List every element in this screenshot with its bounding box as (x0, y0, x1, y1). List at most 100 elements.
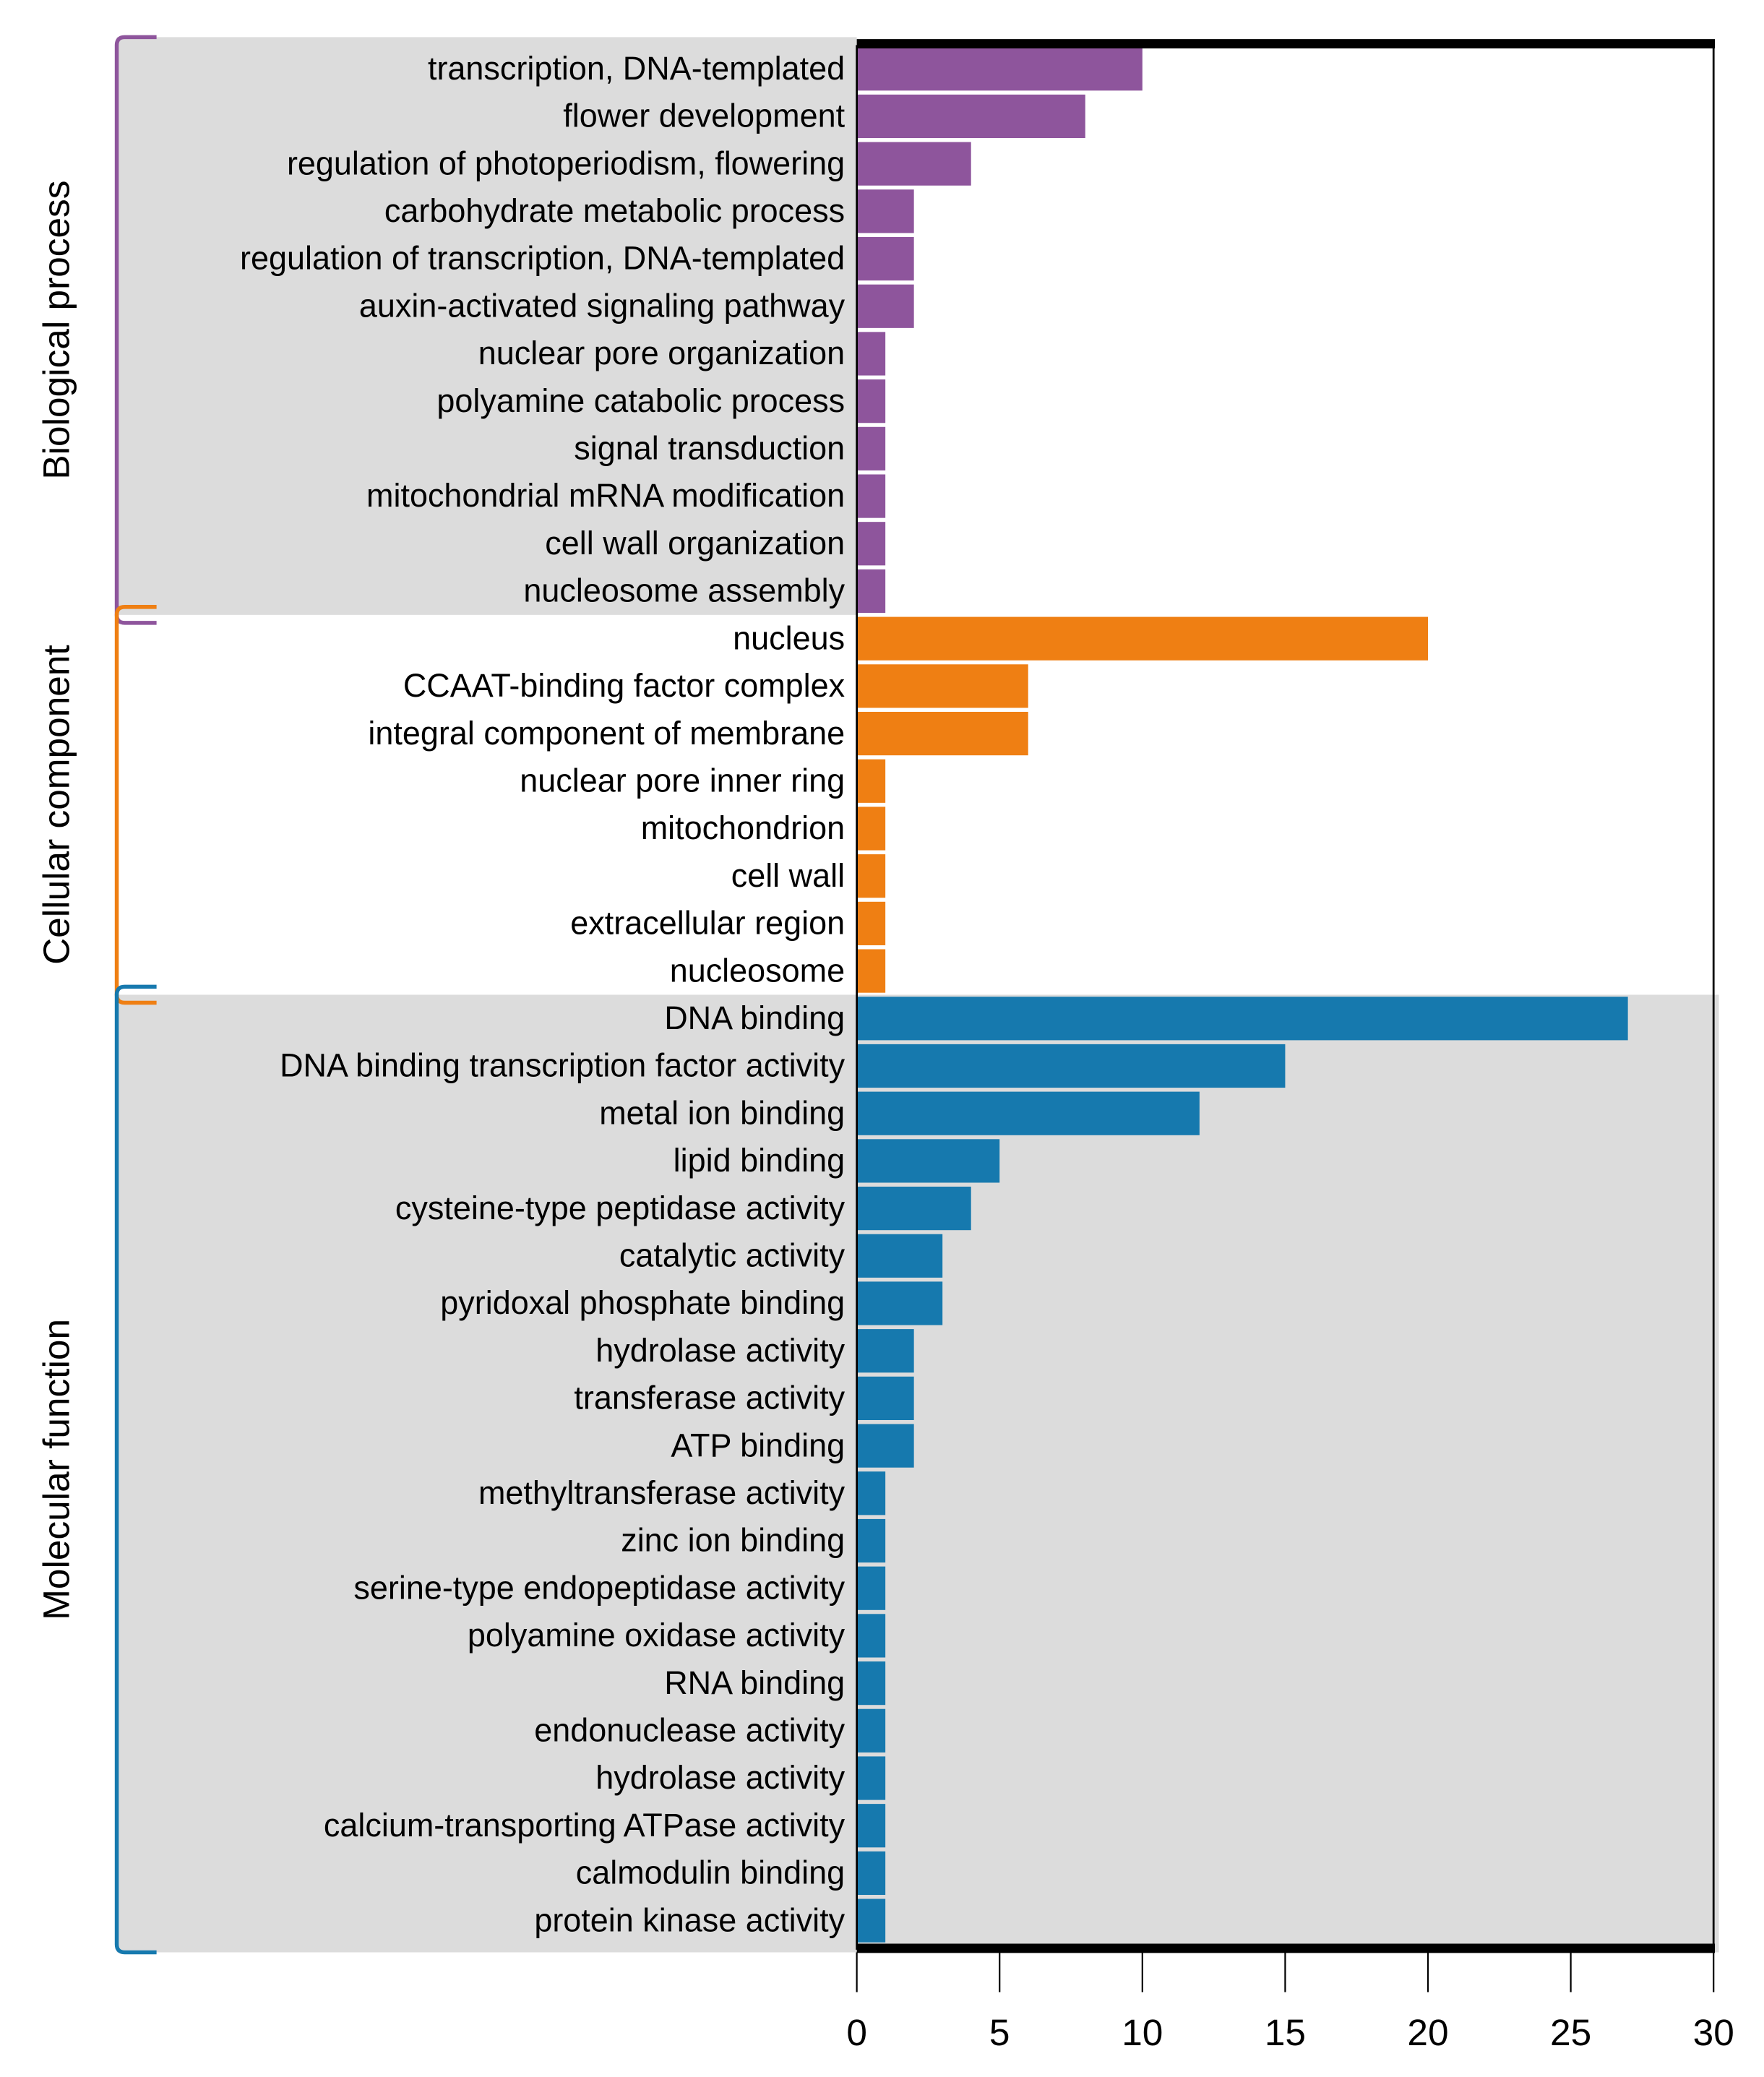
bar (856, 1756, 886, 1800)
bar (856, 1234, 943, 1278)
bar (856, 94, 1085, 139)
category-label: CCAAT-binding factor complex (403, 667, 845, 704)
category-label: flower development (563, 98, 845, 134)
category-label: regulation of photoperiodism, flowering (287, 145, 845, 181)
category-label: nuclear pore inner ring (520, 762, 845, 799)
bar (856, 1329, 914, 1373)
bar (856, 1851, 886, 1896)
bar (856, 1566, 886, 1610)
category-label: protein kinase activity (534, 1901, 845, 1938)
category-label: serine-type endopeptidase activity (353, 1569, 845, 1606)
category-label: cell wall organization (545, 525, 845, 562)
category-label: nuclear pore organization (478, 335, 845, 371)
bar (856, 1804, 886, 1848)
x-tick-label: 0 (846, 2011, 867, 2053)
category-label: hydrolase activity (595, 1759, 845, 1796)
category-label: methyltransferase activity (478, 1474, 846, 1511)
x-tick-label: 30 (1693, 2011, 1734, 2053)
category-label: lipid binding (674, 1142, 845, 1179)
category-label: carbohydrate metabolic process (384, 192, 845, 229)
bar (856, 711, 1028, 756)
category-label: signal transduction (574, 430, 845, 467)
bar (856, 1614, 886, 1658)
bar (856, 854, 886, 898)
bar (856, 1186, 971, 1231)
category-label: DNA binding transcription factor activit… (280, 1047, 846, 1084)
bar (856, 807, 886, 851)
category-label: DNA binding (664, 999, 845, 1036)
bar (856, 474, 886, 518)
category-label: catalytic activity (619, 1237, 846, 1273)
bar (856, 522, 886, 566)
category-label: ATP binding (671, 1427, 845, 1463)
bar (856, 1518, 886, 1563)
bar (856, 236, 914, 281)
bar (856, 1898, 886, 1943)
bar (856, 332, 886, 376)
category-label: zinc ion binding (621, 1522, 845, 1559)
bars (856, 47, 1628, 1943)
category-label: calcium-transporting ATPase activity (324, 1807, 846, 1844)
category-label: transferase activity (574, 1380, 845, 1416)
category-label: integral component of membrane (368, 715, 845, 752)
category-label: mitochondrial mRNA modification (366, 477, 845, 514)
category-label: cell wall (731, 857, 845, 894)
category-label: cysteine-type peptidase activity (395, 1190, 846, 1226)
bar (856, 1661, 886, 1706)
group-bracket (114, 35, 157, 625)
bar (856, 1424, 914, 1468)
bar (856, 664, 1028, 708)
group-bracket (114, 984, 157, 1955)
bar (856, 1139, 1000, 1183)
group-label: Biological process (35, 181, 77, 480)
x-tick-label: 15 (1265, 2011, 1306, 2053)
category-label: calmodulin binding (576, 1854, 845, 1891)
bar (856, 1376, 914, 1421)
category-label: RNA binding (664, 1664, 845, 1701)
bar (856, 426, 886, 470)
bar (856, 616, 1429, 661)
x-axis: 0 5 10 15 20 25 30 (846, 39, 1734, 2053)
bar (856, 901, 886, 945)
bar (856, 379, 886, 423)
category-label: nucleosome assembly (523, 572, 845, 609)
category-labels: transcription, DNA-templated flower devel… (240, 50, 846, 1938)
bar (856, 284, 914, 328)
category-label: nucleosome (670, 952, 845, 989)
group-label: Molecular function (35, 1319, 77, 1620)
bar (856, 47, 1143, 91)
category-label: polyamine catabolic process (436, 382, 845, 419)
x-tick-label: 25 (1550, 2011, 1591, 2053)
group-backgrounds (116, 37, 1719, 1953)
category-label: endonuclease activity (534, 1711, 845, 1748)
category-label: polyamine oxidase activity (468, 1617, 846, 1654)
category-label: nucleus (733, 619, 845, 656)
group-brackets: Biological process Cellular component Mole… (35, 35, 157, 1955)
group-background (116, 37, 857, 615)
group-label: Cellular component (35, 645, 77, 965)
bar (856, 1281, 943, 1325)
category-label: extracellular region (570, 905, 845, 942)
x-tick-label: 10 (1122, 2011, 1163, 2053)
category-label: auxin-activated signaling pathway (359, 287, 846, 324)
bar (856, 1708, 886, 1753)
bar (856, 997, 1628, 1041)
category-label: mitochondrion (641, 809, 845, 846)
x-tick-label: 20 (1407, 2011, 1448, 2053)
bar (856, 949, 886, 993)
bar (856, 1471, 886, 1515)
category-label: hydrolase activity (595, 1332, 845, 1369)
group-bracket (114, 605, 157, 1005)
x-tick-label: 5 (989, 2011, 1010, 2053)
bar (856, 1091, 1200, 1135)
bar (856, 759, 886, 803)
bar (856, 142, 971, 186)
bar (856, 569, 886, 614)
bar (856, 1044, 1286, 1088)
category-label: pyridoxal phosphate binding (440, 1284, 845, 1321)
bar (856, 189, 914, 233)
category-label: metal ion binding (599, 1094, 845, 1131)
category-label: transcription, DNA-templated (428, 50, 845, 87)
category-label: regulation of transcription, DNA-templat… (240, 240, 845, 277)
